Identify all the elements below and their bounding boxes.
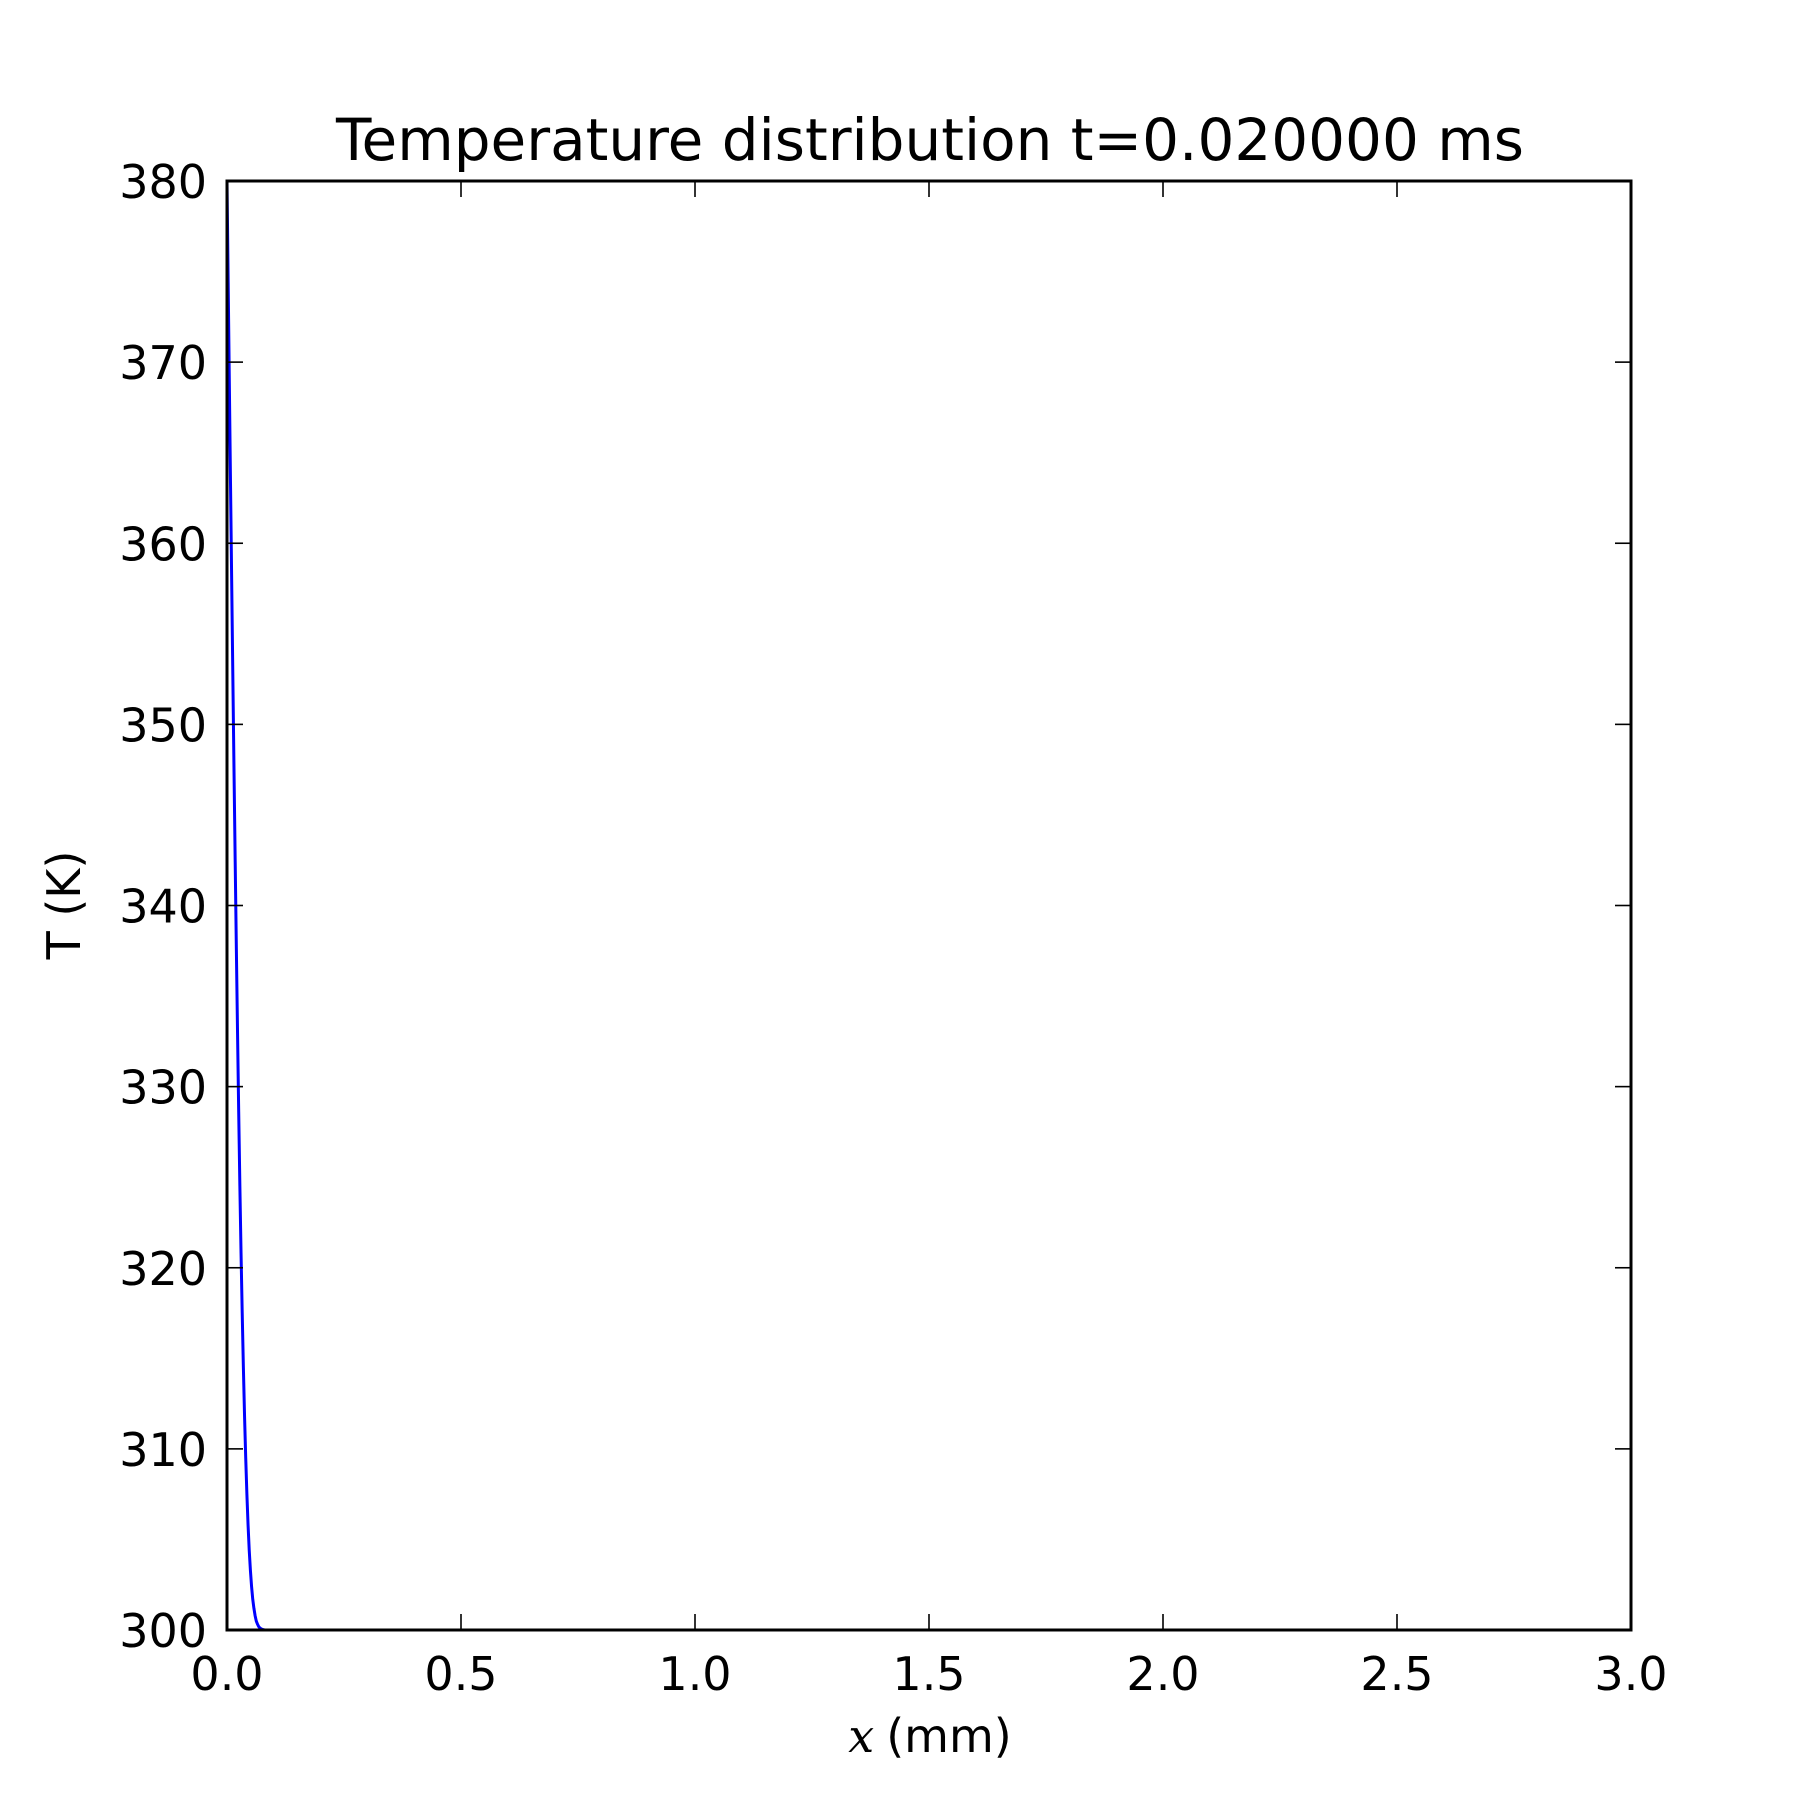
x-axis-label-unit: (mm) <box>886 1709 1012 1763</box>
x-tick-label: 2.0 <box>1126 1647 1199 1701</box>
y-tick-label: 340 <box>119 880 207 934</box>
y-tick-label: 380 <box>119 155 207 209</box>
x-tick-label: 1.0 <box>658 1647 731 1701</box>
y-axis-ticks: 300 310 320 330 340 350 360 370 380 <box>119 155 1631 1658</box>
x-tick-label: 0.0 <box>190 1647 263 1701</box>
x-tick-label: 0.5 <box>424 1647 497 1701</box>
x-axis-label-var: x <box>848 1709 874 1763</box>
y-axis-label: T (K) <box>37 851 91 961</box>
y-tick-label: 330 <box>119 1061 207 1115</box>
x-tick-label: 3.0 <box>1594 1647 1667 1701</box>
y-tick-label: 350 <box>119 698 207 752</box>
y-tick-label: 310 <box>119 1423 207 1477</box>
x-axis-label: x (mm) <box>848 1709 1011 1763</box>
temperature-series-line <box>227 181 1631 1630</box>
y-tick-label: 360 <box>119 517 207 571</box>
x-axis-ticks: 0.0 0.5 1.0 1.5 2.0 2.5 3.0 <box>190 181 1668 1701</box>
x-tick-label: 2.5 <box>1360 1647 1433 1701</box>
plot-frame <box>225 179 1633 1632</box>
y-tick-label: 370 <box>119 336 207 390</box>
chart-title: Temperature distribution t=0.020000 ms <box>335 106 1524 174</box>
y-tick-label: 320 <box>119 1242 207 1296</box>
x-tick-label: 1.5 <box>892 1647 965 1701</box>
y-tick-label: 300 <box>119 1604 207 1658</box>
